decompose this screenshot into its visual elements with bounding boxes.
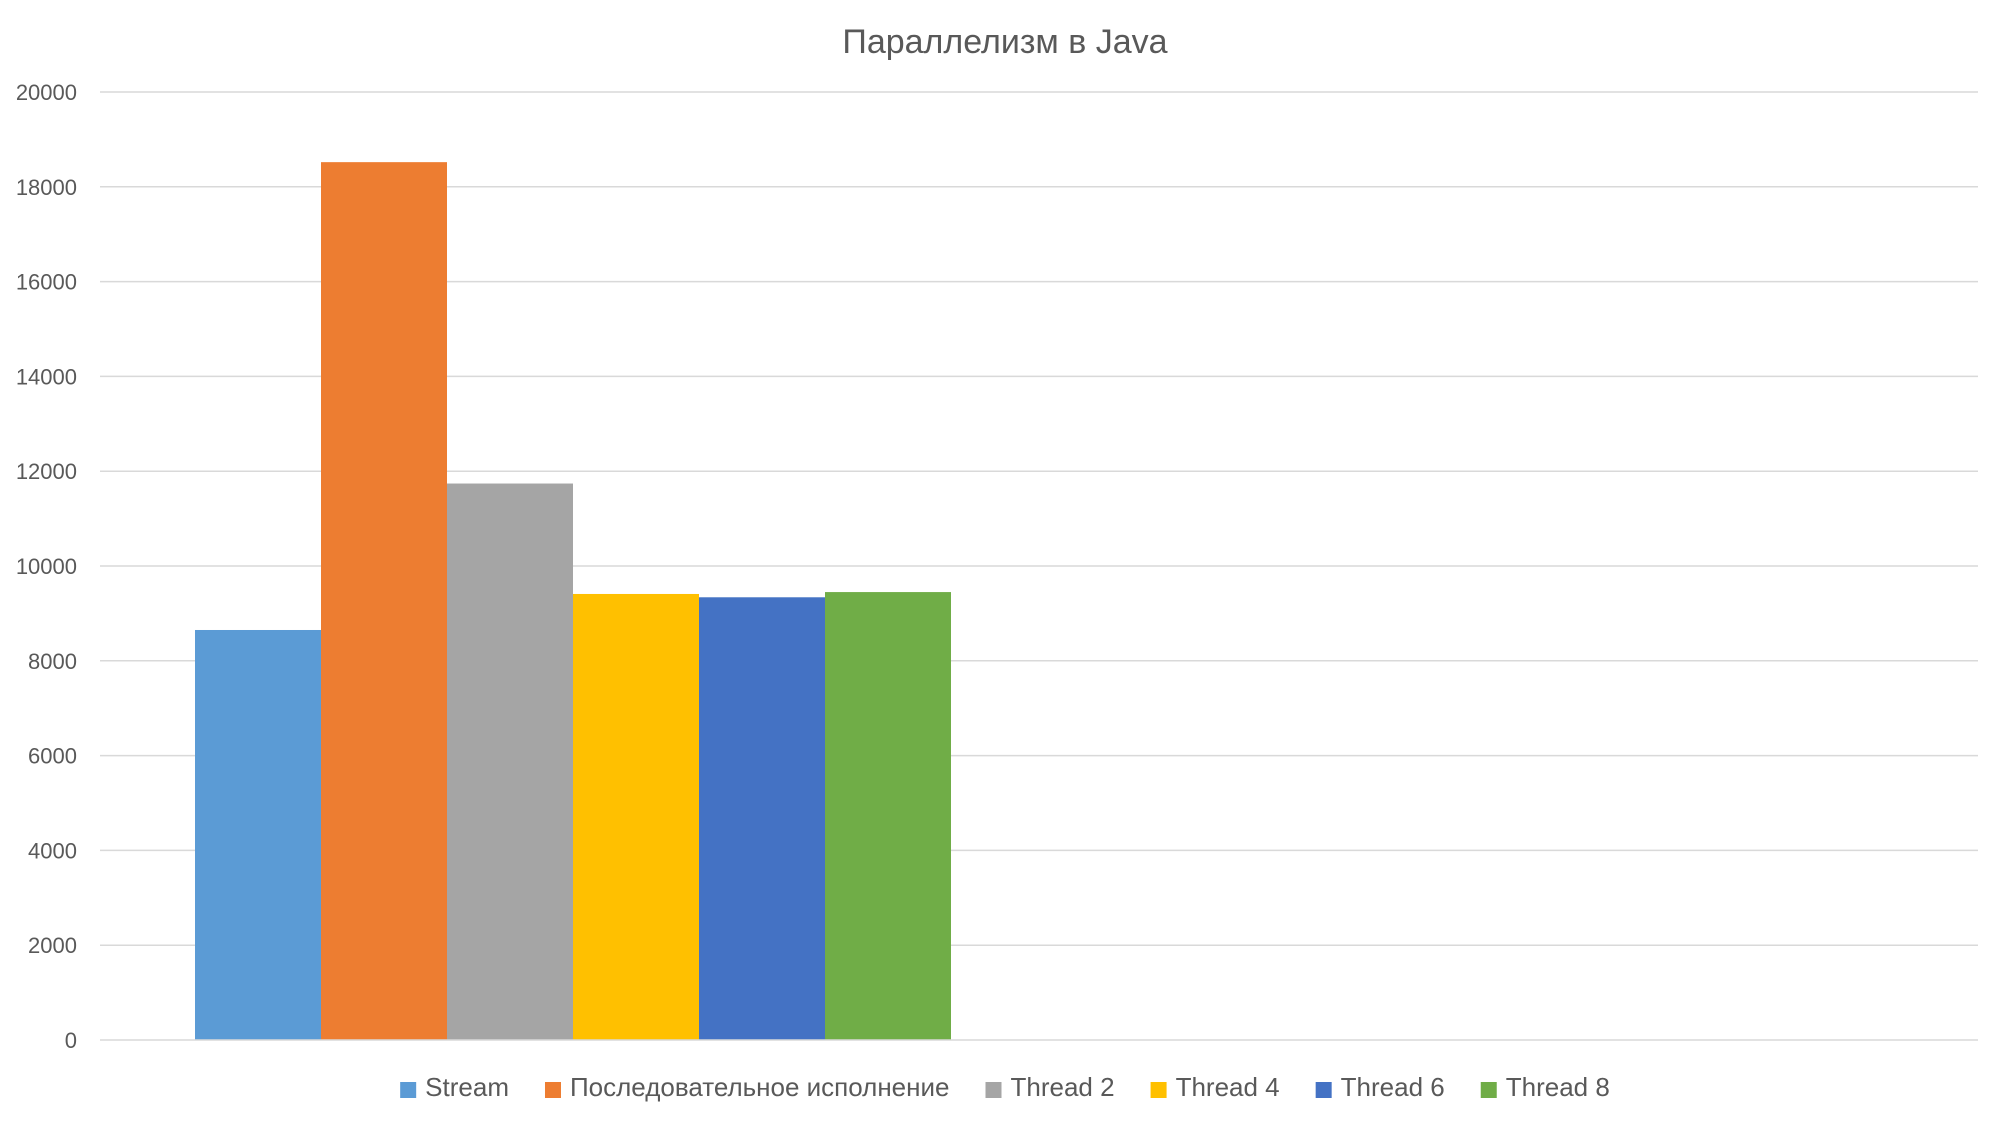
legend-label: Stream xyxy=(425,1072,509,1102)
legend-swatch xyxy=(400,1082,417,1098)
legend-swatch xyxy=(1150,1082,1167,1098)
y-tick-label: 18000 xyxy=(16,175,77,200)
legend-label: Thread 8 xyxy=(1506,1072,1610,1102)
y-tick-label: 0 xyxy=(65,1028,77,1053)
y-tick-label: 12000 xyxy=(16,459,77,484)
legend-item: Последовательное исполнение xyxy=(544,1072,950,1102)
y-tick-label: 16000 xyxy=(16,270,77,295)
legend-label: Thread 2 xyxy=(1011,1072,1115,1102)
y-tick-label: 6000 xyxy=(28,744,77,769)
bar-5 xyxy=(699,597,825,1040)
y-axis-tick-labels: 0 2000 4000 6000 8000 10000 12000 14000 16000 180… xyxy=(16,80,77,1053)
bar-6 xyxy=(825,592,951,1040)
y-tick-label: 2000 xyxy=(28,933,77,958)
legend: Stream Последовательное исполнение Thread … xyxy=(400,1072,1610,1102)
legend-item: Thread 2 xyxy=(985,1072,1115,1102)
legend-item: Thread 6 xyxy=(1315,1072,1445,1102)
y-tick-label: 8000 xyxy=(28,649,77,674)
bar-2 xyxy=(321,162,447,1041)
legend-item: Thread 8 xyxy=(1480,1072,1610,1102)
legend-swatch xyxy=(985,1082,1002,1098)
legend-item: Thread 4 xyxy=(1150,1072,1280,1102)
legend-swatch xyxy=(544,1082,561,1098)
legend-label: Последовательное исполнение xyxy=(570,1072,950,1102)
legend-item: Stream xyxy=(400,1072,509,1102)
y-tick-label: 20000 xyxy=(16,80,77,105)
bars xyxy=(195,162,951,1041)
legend-swatch xyxy=(1315,1082,1332,1098)
bar-1 xyxy=(195,629,321,1040)
y-tick-label: 14000 xyxy=(16,364,77,389)
chart-title: Параллелизм в Java xyxy=(842,23,1167,61)
y-tick-label: 4000 xyxy=(28,838,77,863)
legend-label: Thread 6 xyxy=(1341,1072,1445,1102)
bar-4 xyxy=(573,593,699,1040)
legend-swatch xyxy=(1480,1082,1497,1098)
bar-3 xyxy=(447,483,573,1040)
legend-label: Thread 4 xyxy=(1176,1072,1280,1102)
y-tick-label: 10000 xyxy=(16,554,77,579)
